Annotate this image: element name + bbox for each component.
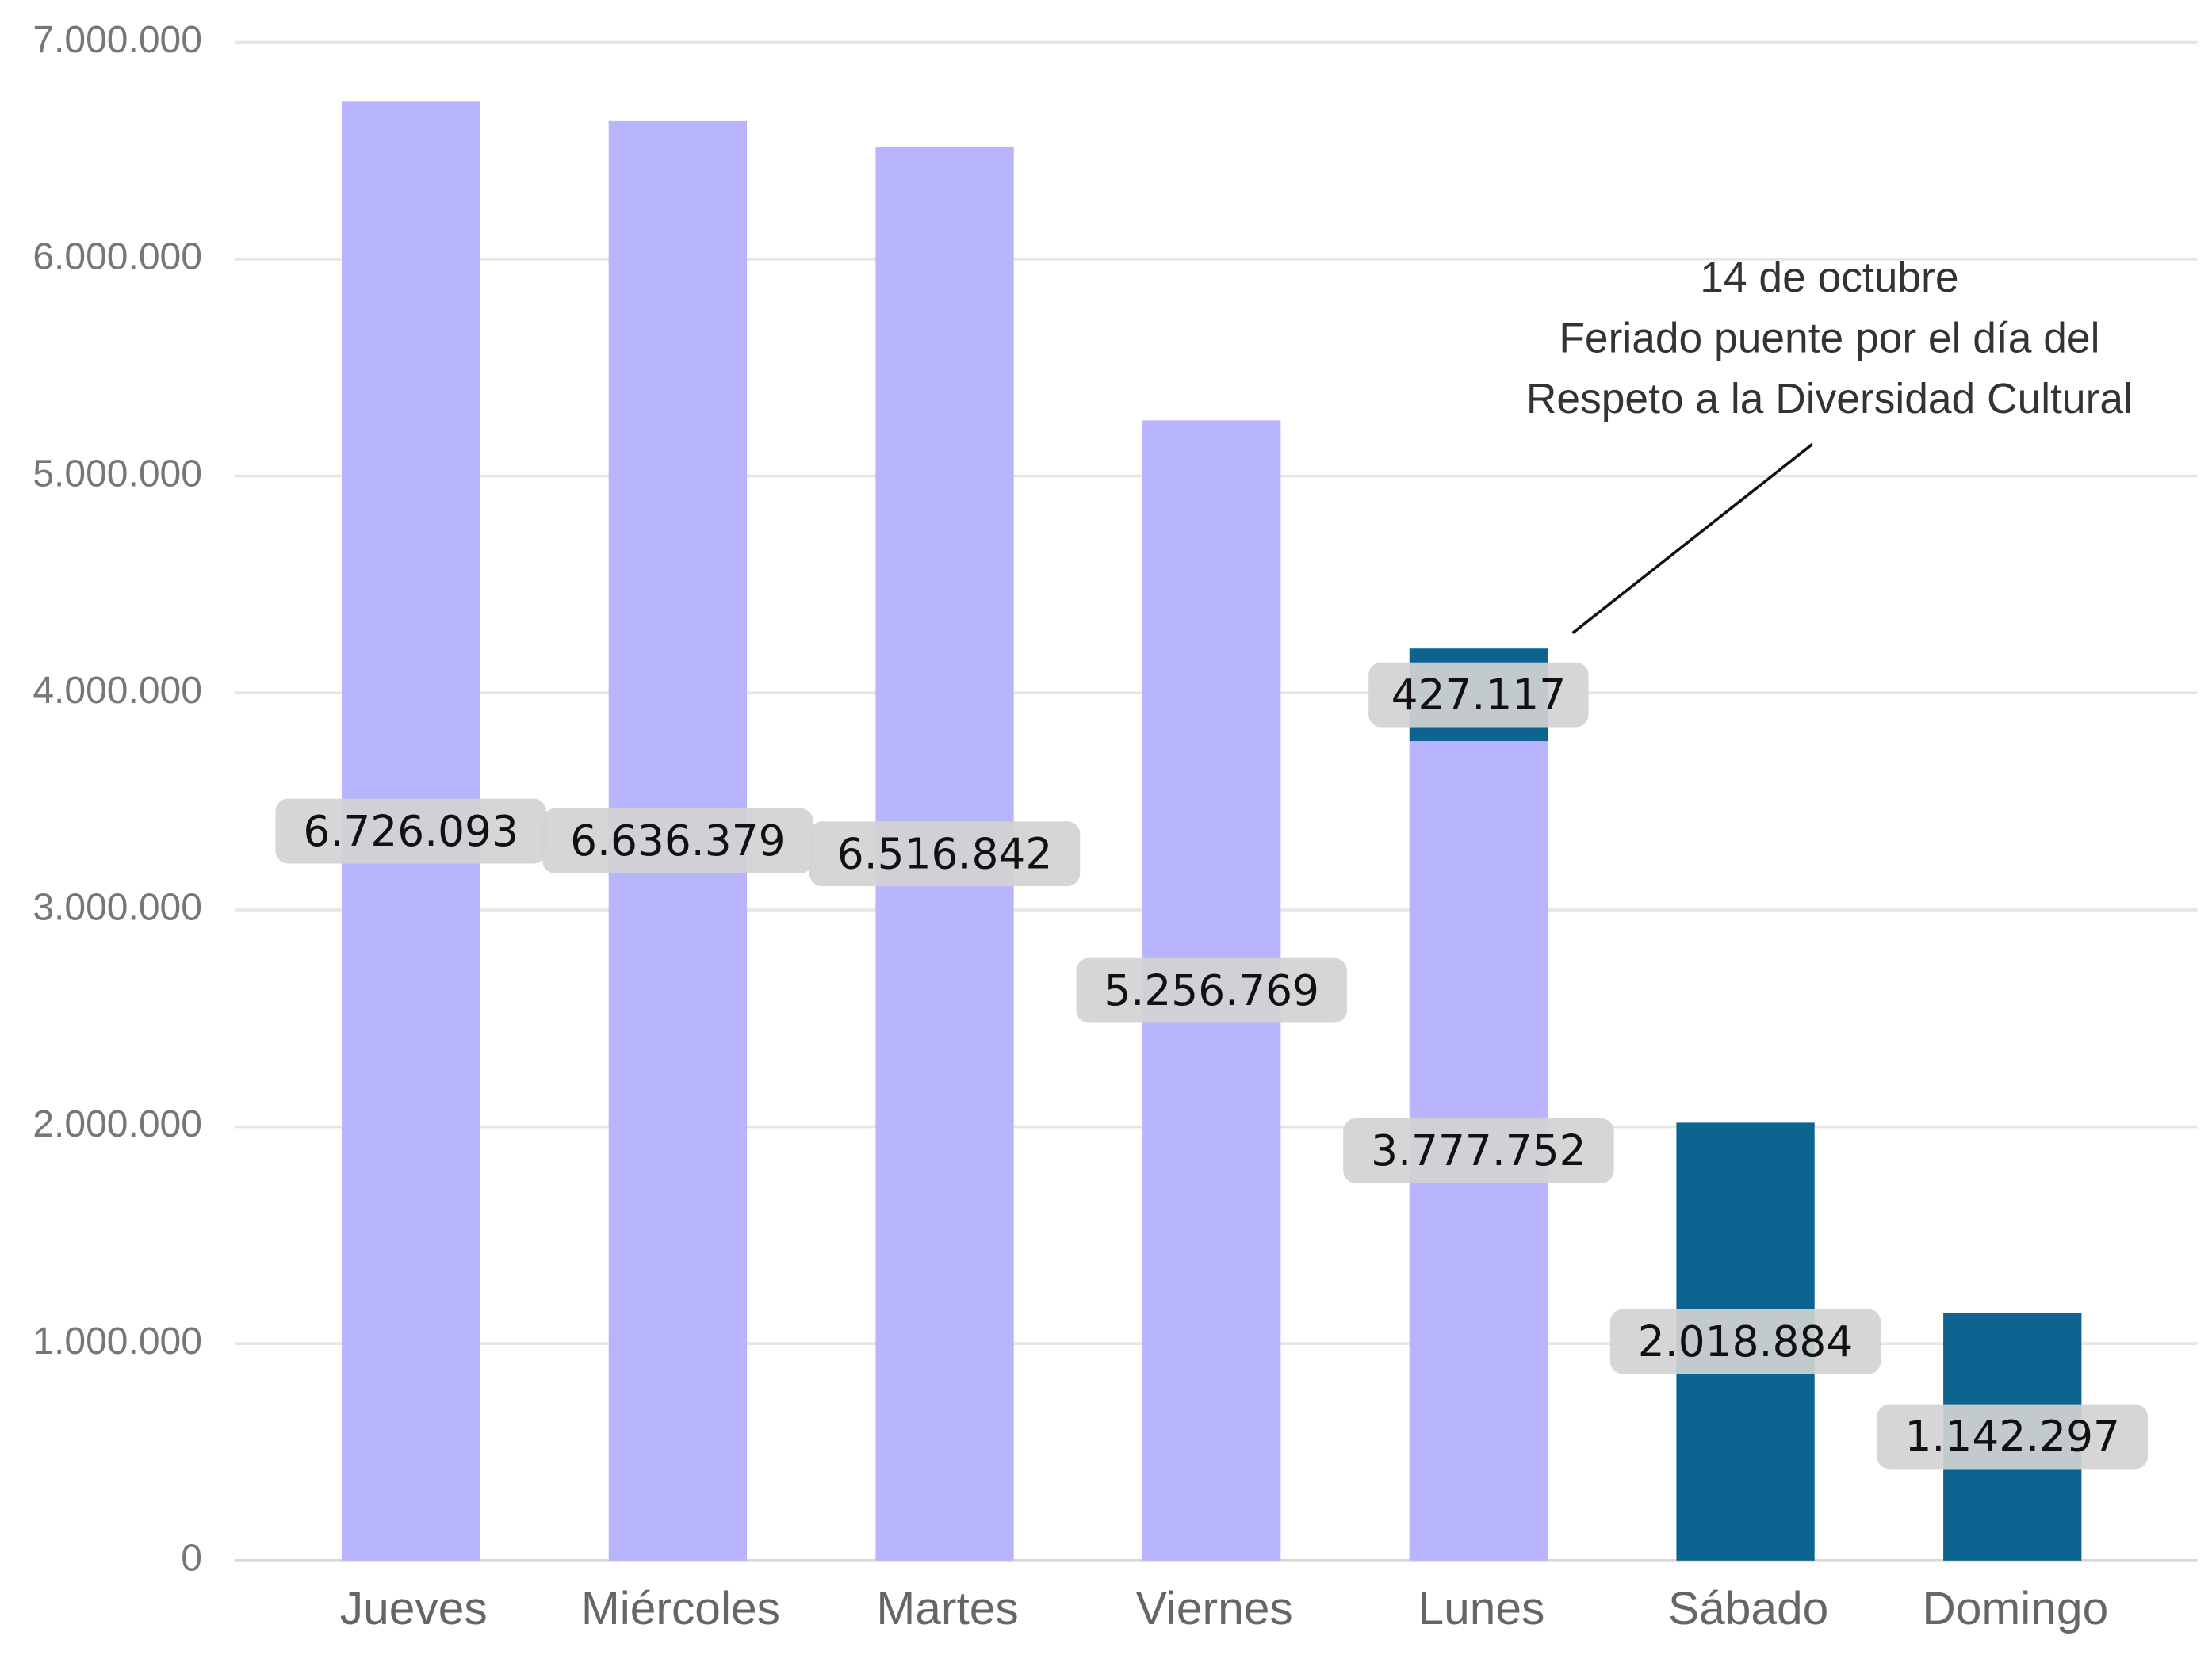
annotation-text: 14 de octubre xyxy=(1700,254,1958,301)
data-label-box xyxy=(1609,1309,1881,1374)
data-label: 2.018.884 xyxy=(1638,1317,1854,1366)
x-tick-label: Jueves xyxy=(340,1583,488,1634)
data-label-box xyxy=(1368,662,1589,728)
data-label-box xyxy=(1877,1404,2148,1470)
x-tick-label: Domingo xyxy=(1922,1583,2108,1634)
data-label: 6.516.842 xyxy=(837,828,1053,878)
data-label-box xyxy=(1343,1118,1614,1183)
y-tick-label: 2.000.000 xyxy=(33,1103,202,1145)
data-label: 6.636.379 xyxy=(570,816,786,866)
x-tick-label: Sábado xyxy=(1668,1583,1828,1634)
y-tick-label: 4.000.000 xyxy=(33,670,202,712)
x-tick-label: Martes xyxy=(876,1583,1018,1634)
annotation-text: Feriado puente por el día del xyxy=(1559,315,2099,362)
x-tick-label: Viernes xyxy=(1136,1583,1293,1634)
annotation-line xyxy=(1571,442,1814,634)
annotation-text: Respeto a la Diversidad Cultural xyxy=(1526,376,2133,422)
data-label-box xyxy=(542,808,813,873)
data-label-box xyxy=(809,821,1081,887)
y-tick-label: 7.000.000 xyxy=(33,19,202,61)
data-label-box xyxy=(1076,957,1347,1023)
data-label: 5.256.769 xyxy=(1104,965,1319,1015)
data-label-box xyxy=(275,798,546,864)
data-label: 1.142.297 xyxy=(1904,1412,2120,1462)
data-label: 427.117 xyxy=(1391,670,1567,720)
y-tick-label: 3.000.000 xyxy=(33,887,202,929)
x-tick-label: Lunes xyxy=(1418,1583,1544,1634)
data-label: 6.726.093 xyxy=(303,806,519,856)
y-tick-label: 6.000.000 xyxy=(33,236,202,278)
y-tick-label: 1.000.000 xyxy=(33,1321,202,1363)
y-tick-label: 5.000.000 xyxy=(33,453,202,495)
data-label: 3.777.752 xyxy=(1371,1126,1586,1175)
x-tick-label: Miércoles xyxy=(581,1583,780,1634)
y-tick-label: 0 xyxy=(181,1538,202,1580)
